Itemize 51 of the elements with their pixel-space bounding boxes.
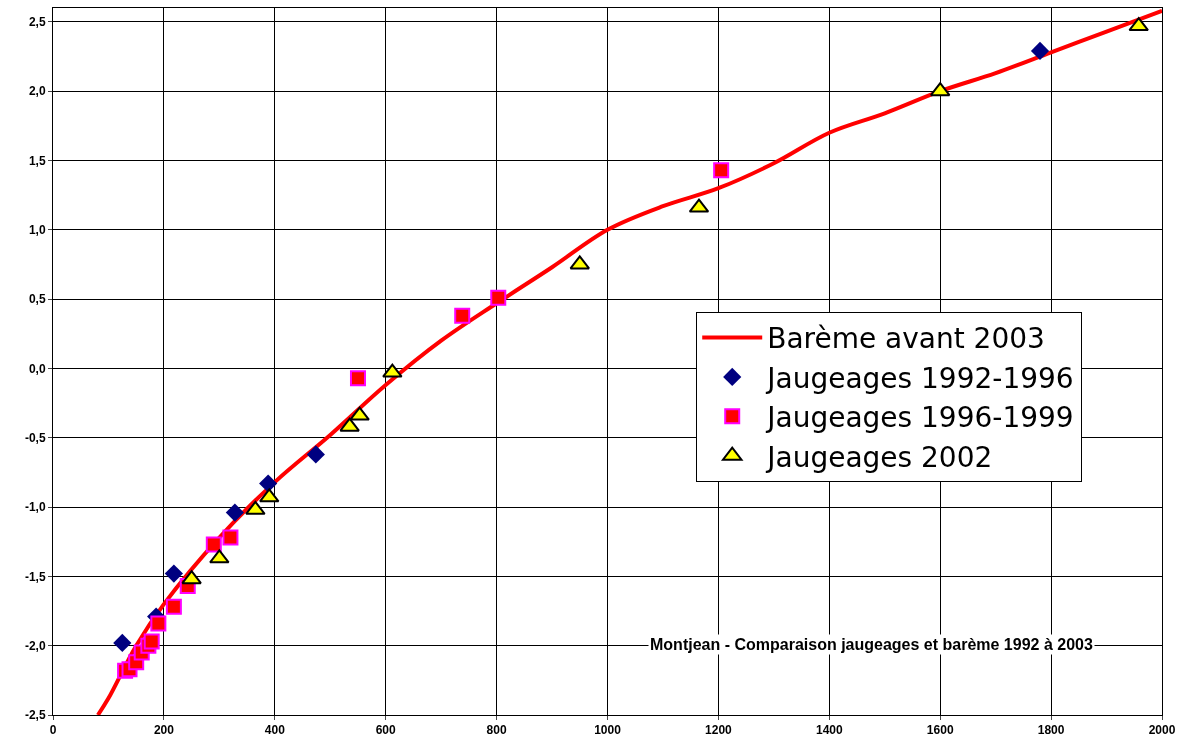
point [164,564,183,583]
point [382,363,403,378]
y-tick-label: -1,5 [24,569,46,584]
point [454,307,471,324]
x-tick-label: 400 [264,723,286,738]
y-tick-label: -2,5 [24,708,46,723]
point [259,474,278,493]
point [349,406,370,421]
point [339,417,360,432]
x-tick-label: 2000 [1148,723,1176,738]
y-tick-label: 1,0 [28,223,46,237]
point [205,536,222,553]
point [165,598,182,615]
x-tick-label: 0 [49,723,57,738]
point [1128,17,1149,32]
point [150,615,167,632]
y-tick-label: 1,5 [28,153,46,168]
x-tick-label: 1400 [815,723,843,738]
legend-label: Jaugeages 1992-1996 [765,361,1074,395]
y-tick-label: 2,0 [28,84,46,99]
legend-label: Jaugeages 1996-1999 [765,401,1074,435]
legend-label: Jaugeages 2002 [765,440,993,474]
point [1030,41,1050,61]
x-tick-label: 800 [486,723,507,738]
point [349,370,366,387]
x-tick-label: 1800 [1037,723,1065,738]
point [209,549,230,564]
point [181,570,202,585]
point [306,445,325,464]
x-tick-label: 600 [375,723,397,738]
x-tick-label: 1600 [926,723,954,738]
y-tick-label: -0,5 [24,430,46,445]
point [225,503,244,522]
legend-label: Barème avant 2003 [767,322,1045,356]
point [245,500,266,515]
y-tick-label: 2,5 [28,15,46,30]
x-tick-label: 1000 [594,723,622,738]
point [713,162,730,179]
x-tick-label: 200 [153,723,175,738]
point [113,633,132,653]
y-tick-label: -2,0 [24,638,46,653]
point [259,488,280,503]
y-tick-label: 0,0 [28,361,46,376]
x-tick-label: 1200 [705,723,733,738]
point [143,633,160,650]
text: Montjean - Comparaison jaugeages et barème 1992 à 2003 [650,636,1093,653]
y-tick-label: -1,0 [24,500,46,515]
line-series [95,8,1162,715]
point [222,529,239,546]
point [490,289,507,306]
y-tick-label: 0,5 [28,292,46,307]
